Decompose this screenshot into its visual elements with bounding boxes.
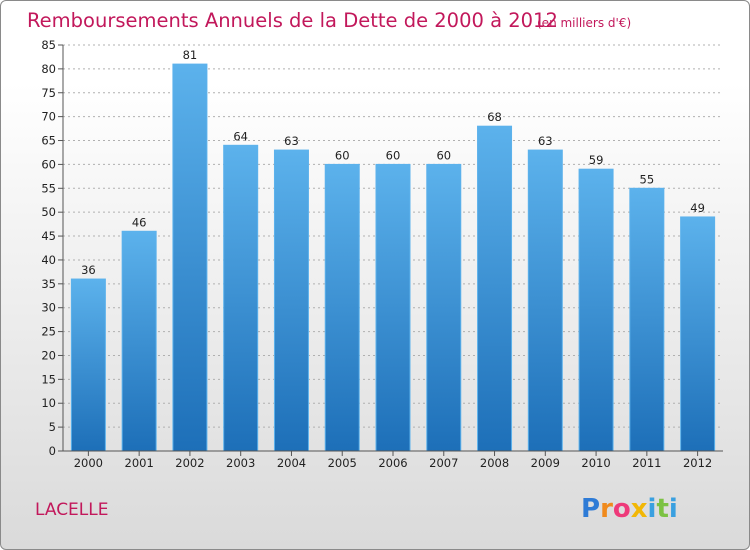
- chart-subtitle: (en milliers d'€): [537, 16, 631, 30]
- y-tick-label: 20: [41, 348, 56, 362]
- bar-2004: [273, 149, 309, 452]
- y-tick-label: 50: [41, 205, 56, 219]
- logo-letter: i: [669, 494, 678, 524]
- data-label-2012: 49: [690, 201, 705, 215]
- y-tick-label: 75: [41, 86, 56, 100]
- data-label-2003: 64: [233, 129, 248, 143]
- place-name: LACELLE: [35, 500, 109, 520]
- bar-2006: [375, 163, 411, 452]
- x-tick-label-2012: 2012: [683, 456, 712, 470]
- bar-2007: [426, 163, 462, 452]
- y-tick-label: 15: [41, 372, 56, 386]
- bar-2010: [578, 168, 614, 452]
- logo-letter: r: [600, 494, 613, 524]
- data-label-2002: 81: [183, 48, 198, 62]
- data-label-2009: 63: [538, 134, 553, 148]
- x-tick-label-2010: 2010: [581, 456, 610, 470]
- logo-letter: o: [613, 494, 631, 524]
- x-tick-label-2000: 2000: [74, 456, 103, 470]
- y-tick-label: 30: [41, 301, 56, 315]
- data-labels: 36 46 81 64 63 60 60 60 68 63 59 55 49: [81, 48, 705, 277]
- x-tick-label-2003: 2003: [226, 456, 255, 470]
- logo-letter: i: [648, 494, 657, 524]
- proxiti-logo: Proxiti: [581, 494, 678, 524]
- y-tick-label: 0: [49, 444, 56, 458]
- logo-letter: t: [656, 494, 668, 524]
- x-tick-label-2004: 2004: [277, 456, 306, 470]
- y-tick-label: 60: [41, 157, 56, 171]
- bar-2008: [477, 125, 513, 452]
- bar-2002: [172, 63, 208, 452]
- y-tick-label: 10: [41, 396, 56, 410]
- data-label-2005: 60: [335, 148, 350, 162]
- bar-2009: [527, 149, 563, 452]
- bar-2012: [680, 216, 716, 452]
- data-label-2007: 60: [436, 148, 451, 162]
- x-tick-label-2001: 2001: [125, 456, 154, 470]
- x-tick-label-2009: 2009: [531, 456, 560, 470]
- chart-title: Remboursements Annuels de la Dette de 20…: [27, 9, 558, 32]
- logo-letter: x: [631, 494, 648, 524]
- data-label-2004: 63: [284, 134, 299, 148]
- y-tick-label: 80: [41, 62, 56, 76]
- x-tick-label-2011: 2011: [632, 456, 661, 470]
- x-tick-label-2002: 2002: [175, 456, 204, 470]
- data-label-2010: 59: [589, 153, 604, 167]
- data-label-2001: 46: [132, 215, 147, 229]
- data-label-2006: 60: [386, 148, 401, 162]
- x-tick-label-2008: 2008: [480, 456, 509, 470]
- y-tick-label: 45: [41, 229, 56, 243]
- bar-2001: [121, 230, 157, 452]
- y-tick-label: 55: [41, 181, 56, 195]
- y-tick-label: 5: [49, 420, 56, 434]
- y-tick-label: 25: [41, 325, 56, 339]
- data-label-2000: 36: [81, 263, 96, 277]
- data-label-2008: 68: [487, 110, 502, 124]
- y-tick-label: 85: [41, 38, 56, 52]
- axes: 0 5 10 15 20 25 30 35 40 45 50 55 60 65 70 75 80 85 2000 20…: [41, 38, 723, 470]
- bar-2003: [223, 144, 259, 452]
- logo-letter: P: [581, 494, 600, 524]
- bar-2000: [70, 278, 106, 452]
- y-tick-label: 40: [41, 253, 56, 267]
- y-tick-label: 35: [41, 277, 56, 291]
- x-tick-label-2007: 2007: [429, 456, 458, 470]
- y-tick-label: 65: [41, 134, 56, 148]
- y-tick-label: 70: [41, 110, 56, 124]
- bars: [70, 63, 716, 452]
- x-tick-label-2005: 2005: [328, 456, 357, 470]
- data-label-2011: 55: [640, 172, 655, 186]
- x-tick-label-2006: 2006: [378, 456, 407, 470]
- bar-2011: [629, 187, 665, 452]
- bar-2005: [324, 163, 360, 452]
